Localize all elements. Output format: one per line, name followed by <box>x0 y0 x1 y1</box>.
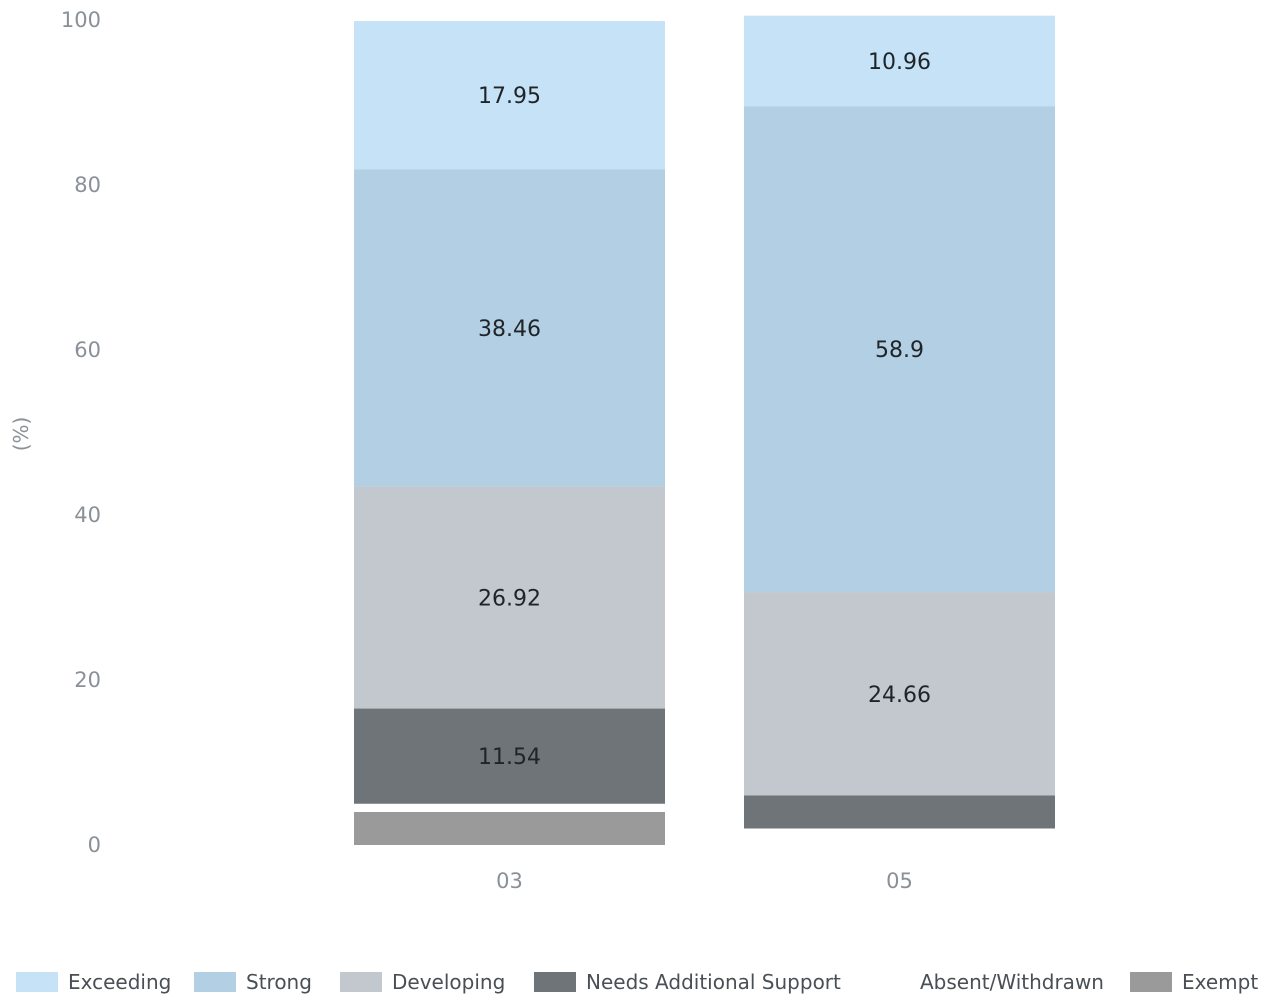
data-label: 58.9 <box>875 338 924 363</box>
data-labels: 11.54 26.92 38.46 17.95 24.66 58.9 10.96 <box>478 50 931 770</box>
y-tick-label: 20 <box>74 668 101 692</box>
bar-segment-developing-03 <box>354 486 665 709</box>
data-label: 10.96 <box>868 50 931 75</box>
data-label: 24.66 <box>868 683 931 708</box>
y-tick-label: 100 <box>61 8 101 32</box>
legend-swatch-exempt <box>1130 972 1172 992</box>
legend: Exceeding Strong Developing Needs Additiona… <box>16 970 1258 994</box>
legend-label-needs-additional-support: Needs Additional Support <box>586 970 841 994</box>
bar-segment-developing-05 <box>744 592 1055 796</box>
data-label: 11.54 <box>478 745 541 770</box>
legend-swatch-exceeding <box>16 972 58 992</box>
bars <box>354 15 1055 845</box>
x-tick-label: 05 <box>886 869 913 893</box>
y-tick-label: 60 <box>74 338 101 362</box>
legend-label-exempt: Exempt <box>1182 970 1258 994</box>
legend-swatch-developing <box>340 972 382 992</box>
bar-segment-strong-05 <box>744 106 1055 593</box>
legend-swatch-needs-additional-support <box>534 972 576 992</box>
bar-segment-exempt-03 <box>354 812 665 845</box>
legend-label-exceeding: Exceeding <box>68 970 171 994</box>
legend-label-developing: Developing <box>392 970 505 994</box>
bar-segment-needs-additional-support-03 <box>354 708 665 804</box>
bar-segment-strong-03 <box>354 169 665 487</box>
data-label: 17.95 <box>478 84 541 109</box>
y-axis-ticks: 0 20 40 60 80 100 <box>61 8 101 857</box>
x-tick-label: 03 <box>496 869 523 893</box>
bar-segment-absent-withdrawn-03 <box>354 803 665 812</box>
y-tick-label: 80 <box>74 173 101 197</box>
bar-segment-exceeding-05 <box>744 15 1055 107</box>
bar-segment-exceeding-03 <box>354 21 665 170</box>
bar-segment-needs-additional-support-05 <box>744 795 1055 829</box>
data-label: 26.92 <box>478 587 541 612</box>
legend-label-strong: Strong <box>246 970 312 994</box>
legend-swatch-strong <box>194 972 236 992</box>
y-tick-label: 0 <box>88 833 101 857</box>
data-label: 38.46 <box>478 317 541 342</box>
y-axis-title: (%) <box>9 417 33 452</box>
legend-label-absent-withdrawn: Absent/Withdrawn <box>920 970 1104 994</box>
x-axis-ticks: 03 05 <box>496 869 913 893</box>
y-tick-label: 40 <box>74 503 101 527</box>
bar-segment-absent-withdrawn-05 <box>744 828 1055 845</box>
